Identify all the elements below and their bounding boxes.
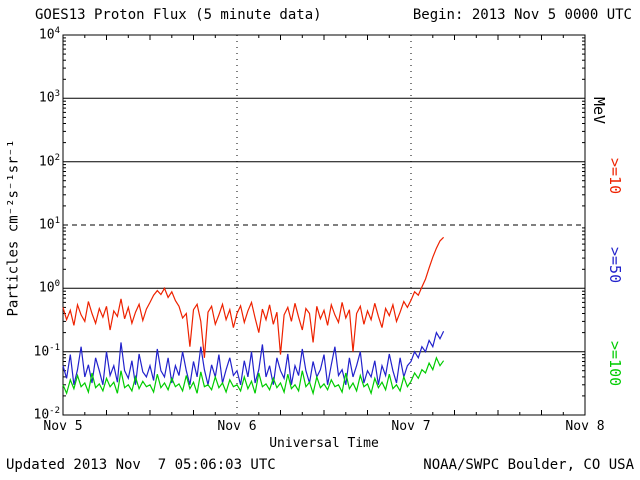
legend-ge100-label: >=100 bbox=[606, 341, 624, 387]
x-tick-label: Nov 7 bbox=[391, 419, 431, 434]
y-tick-label: 102 bbox=[38, 152, 60, 169]
chart-title: GOES13 Proton Flux (5 minute data) bbox=[35, 7, 322, 23]
series-ge50 bbox=[62, 331, 445, 385]
x-axis-title: Universal Time bbox=[269, 436, 379, 451]
x-tick-label: Nov 5 bbox=[43, 419, 83, 434]
legend-ge10-label: >=10 bbox=[606, 158, 624, 195]
begin-time-label: Begin: 2013 Nov 5 0000 UTC bbox=[412, 7, 632, 23]
data-source-label: NOAA/SWPC Boulder, CO USA bbox=[423, 457, 634, 473]
y-tick-label: 101 bbox=[38, 216, 60, 233]
grid-lines bbox=[63, 35, 585, 415]
right-axis-unit-label: MeV bbox=[590, 97, 608, 125]
series-ge100 bbox=[62, 356, 445, 396]
plot-frame bbox=[62, 34, 586, 416]
y-tick-label: 10-1 bbox=[33, 342, 61, 359]
legend-ge50-label: >=50 bbox=[606, 247, 624, 284]
y-tick-label: 103 bbox=[38, 89, 60, 106]
x-tick-label: Nov 6 bbox=[217, 419, 257, 434]
updated-timestamp: Updated 2013 Nov 7 05:06:03 UTC bbox=[6, 457, 276, 473]
y-tick-label: 104 bbox=[38, 26, 60, 43]
series-ge10 bbox=[62, 236, 445, 358]
x-tick-label: Nov 8 bbox=[565, 419, 605, 434]
y-axis-title: Particles cm⁻²s⁻¹sr⁻¹ bbox=[5, 139, 22, 317]
y-tick-label: 100 bbox=[38, 279, 60, 296]
y-tick-label: 10-2 bbox=[33, 406, 61, 423]
